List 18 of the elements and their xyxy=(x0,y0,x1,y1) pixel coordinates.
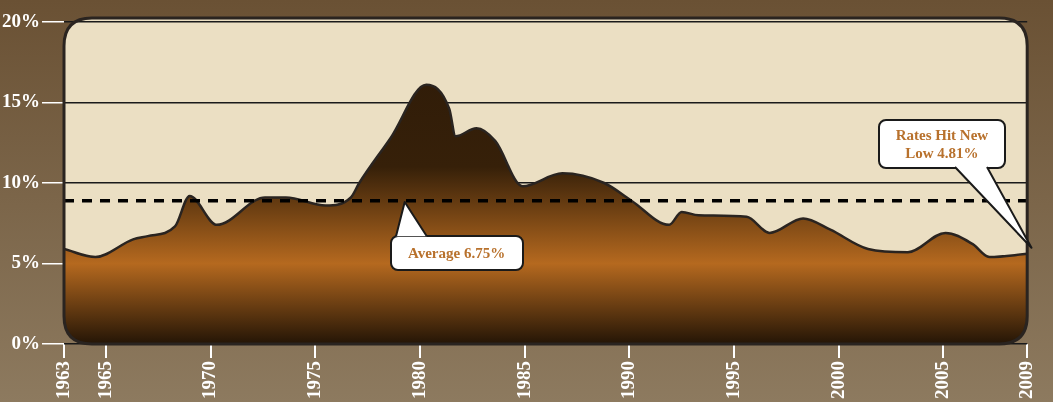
annotation: Average 6.75% xyxy=(407,243,506,262)
y-tick-label: 20% xyxy=(2,9,40,31)
y-tick-label: 15% xyxy=(2,90,40,112)
x-tick-label: 1980 xyxy=(407,361,429,399)
x-tick-label: 2009 xyxy=(1015,361,1037,399)
y-tick-label: 0% xyxy=(11,331,40,353)
x-tick-label: 1985 xyxy=(512,361,534,399)
x-tick-label: 1995 xyxy=(721,361,743,399)
annotation: Rates Hit New Low 4.81% xyxy=(894,125,990,162)
x-tick-label: 1970 xyxy=(198,361,220,399)
x-tick-label: 2005 xyxy=(931,361,953,399)
y-tick-label: 5% xyxy=(11,251,40,273)
x-tick-label: 1963 xyxy=(51,361,73,399)
x-tick-label: 1975 xyxy=(303,361,325,399)
x-tick-label: 1965 xyxy=(93,361,115,399)
x-tick-label: 1990 xyxy=(617,361,639,399)
x-tick-label: 2000 xyxy=(826,361,848,399)
y-tick-label: 10% xyxy=(2,170,40,192)
